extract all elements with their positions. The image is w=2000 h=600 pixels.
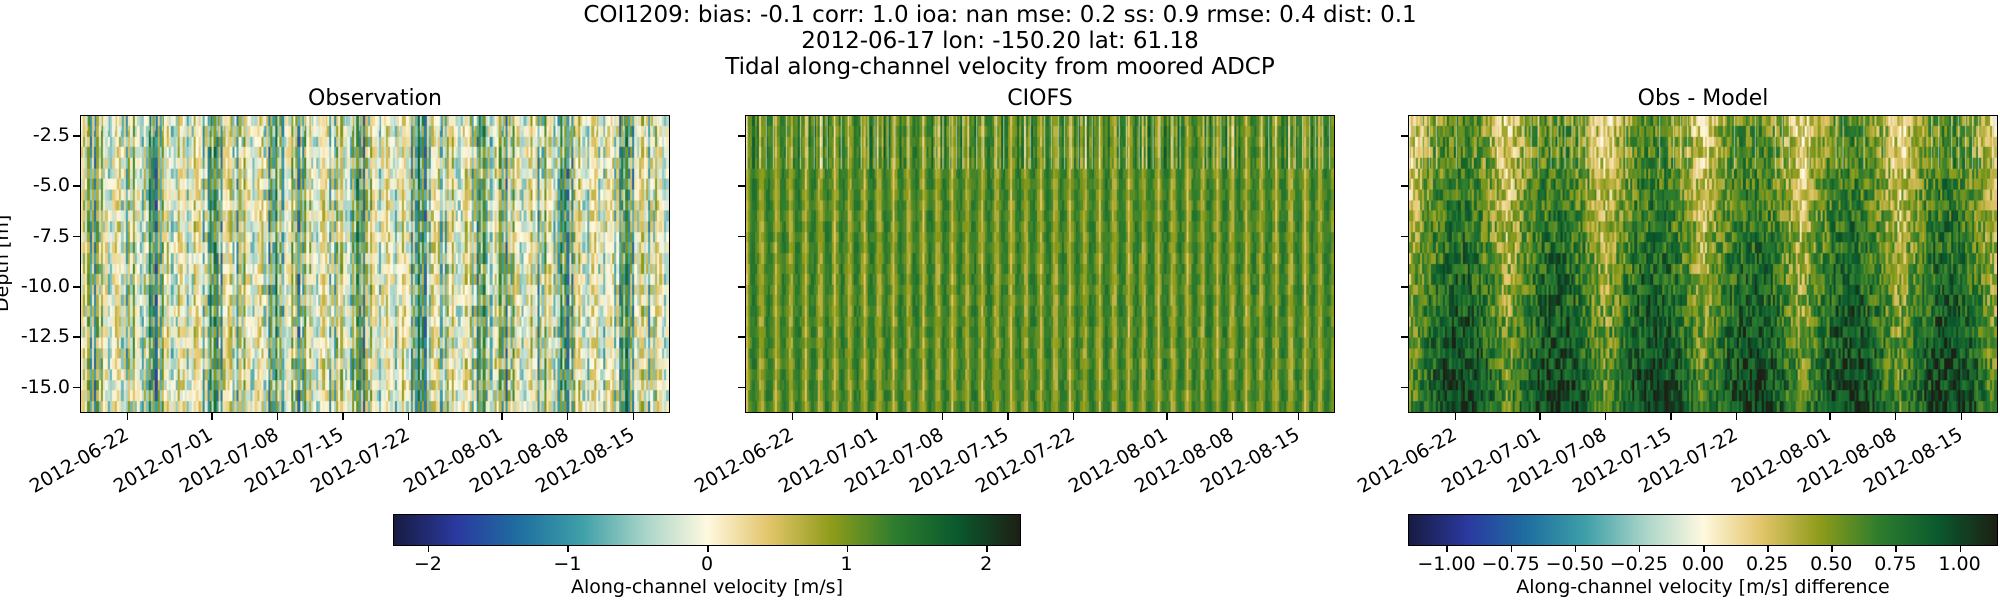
- observation-x-tick-mark: [211, 413, 213, 420]
- ciofs-x-tick-mark: [876, 413, 878, 420]
- observation-y-tick-label: -15.0: [20, 375, 70, 398]
- difference-x-tick-mark: [1894, 413, 1897, 420]
- ciofs-y-tick-mark: [738, 235, 745, 238]
- observation-y-tick-label: -2.5: [32, 124, 70, 147]
- observation-y-tick-label: -5.0: [32, 174, 70, 197]
- colorbar-1-tick-label: −1.00: [1417, 553, 1476, 575]
- colorbar-0-tick-label: 2: [980, 553, 993, 575]
- colorbar-1-tick-mark: [1703, 546, 1705, 552]
- observation-y-tick-mark: [73, 386, 80, 389]
- ciofs-y-tick-mark: [738, 135, 745, 137]
- observation-y-tick-label: -7.5: [32, 224, 70, 247]
- colorbar-1-tick-mark: [1574, 546, 1577, 552]
- figure-title-line-1: COI1209: bias: -0.1 corr: 1.0 ioa: nan m…: [583, 2, 1417, 28]
- ciofs-x-tick-mark: [1072, 413, 1075, 420]
- observation-heatmap-canvas: [81, 116, 669, 412]
- colorbar-1-tick-label: 0.00: [1681, 553, 1725, 575]
- colorbar-1-tick-label: 0.75: [1874, 553, 1917, 575]
- observation-y-tick-mark: [73, 286, 80, 288]
- difference-x-tick-mark: [1960, 413, 1963, 420]
- difference-y-tick-mark: [1401, 286, 1408, 288]
- difference-x-tick-mark: [1829, 413, 1831, 420]
- difference-x-tick-mark: [1454, 413, 1457, 420]
- ciofs-y-tick-mark: [738, 286, 745, 288]
- colorbar-1-tick-mark: [1895, 546, 1897, 552]
- observation-panel-title: Observation: [308, 86, 442, 111]
- colorbar-1-tick-label: 1.00: [1938, 553, 1981, 575]
- ciofs-x-tick-mark: [1231, 413, 1234, 420]
- ciofs-y-tick-mark: [738, 336, 745, 338]
- observation-x-tick-mark: [276, 413, 279, 420]
- figure-title-line-3: Tidal along-channel velocity from moored…: [725, 54, 1275, 80]
- observation-x-tick-mark: [566, 413, 569, 420]
- colorbar-0-tick-label: 0: [700, 553, 714, 575]
- colorbar-0-tick-mark: [427, 546, 430, 552]
- colorbar-1-tick-mark: [1767, 546, 1769, 552]
- ciofs-x-tick-mark: [1007, 413, 1009, 420]
- observation-x-tick-mark: [342, 413, 344, 420]
- ciofs-y-tick-mark: [738, 185, 745, 187]
- ciofs-x-tick-mark: [1297, 413, 1300, 420]
- difference-x-tick-mark: [1539, 413, 1541, 420]
- figure-title-line-2: 2012-06-17 lon: -150.20 lat: 61.18: [801, 28, 1199, 54]
- colorbar-1-tick-label: −0.50: [1545, 553, 1604, 575]
- colorbar-1-tick-label: −0.25: [1609, 553, 1668, 575]
- observation-x-tick-mark: [407, 413, 410, 420]
- observation-y-tick-mark: [73, 185, 80, 187]
- velocity-colorbar-label: Along-channel velocity [m/s]: [570, 576, 843, 598]
- difference-y-tick-mark: [1401, 135, 1408, 137]
- colorbar-1-tick-mark: [1638, 546, 1641, 552]
- colorbar-0-tick-mark: [567, 546, 569, 552]
- difference-y-tick-mark: [1401, 235, 1408, 238]
- observation-y-tick-mark: [73, 235, 80, 238]
- difference-heatmap-canvas: [1409, 116, 1997, 412]
- difference-x-tick-mark: [1604, 413, 1607, 420]
- ciofs-x-tick-mark: [1166, 413, 1168, 420]
- ciofs-y-tick-mark: [738, 386, 745, 389]
- colorbar-0-tick-mark: [707, 546, 709, 552]
- colorbar-1-tick-mark: [1510, 546, 1513, 552]
- observation-x-tick-mark: [126, 413, 129, 420]
- colorbar-0-tick-label: 1: [840, 553, 853, 575]
- ciofs-heatmap: [745, 115, 1335, 413]
- difference-y-tick-mark: [1401, 386, 1408, 389]
- difference-y-tick-mark: [1401, 336, 1408, 338]
- difference-x-tick-mark: [1670, 413, 1672, 420]
- observation-y-tick-mark: [73, 135, 80, 137]
- observation-y-tick-mark: [73, 336, 80, 338]
- difference-y-tick-mark: [1401, 185, 1408, 187]
- observation-heatmap: [80, 115, 670, 413]
- colorbar-1-tick-label: 0.25: [1745, 553, 1789, 575]
- difference-colorbar-label: Along-channel velocity [m/s] difference: [1516, 576, 1890, 598]
- observation-y-tick-label: -12.5: [20, 325, 70, 348]
- colorbar-1-tick-label: 0.50: [1810, 553, 1853, 575]
- velocity-colorbar-gradient: [393, 514, 1021, 546]
- observation-x-tick-mark: [632, 413, 635, 420]
- colorbar-0-tick-label: −2: [413, 553, 442, 575]
- difference-colorbar-gradient: [1408, 514, 1998, 546]
- difference-x-tick-mark: [1735, 413, 1738, 420]
- colorbar-1-tick-mark: [1831, 546, 1833, 552]
- ciofs-x-tick-mark: [941, 413, 944, 420]
- colorbar-1-tick-mark: [1446, 546, 1448, 552]
- ciofs-panel-title: CIOFS: [1007, 86, 1073, 111]
- ciofs-x-tick-mark: [791, 413, 794, 420]
- difference-heatmap: [1408, 115, 1998, 413]
- colorbar-0-tick-mark: [986, 546, 988, 552]
- difference-panel-title: Obs - Model: [1637, 86, 1769, 111]
- colorbar-1-tick-label: −0.75: [1481, 553, 1540, 575]
- colorbar-0-tick-label: −1: [553, 553, 582, 575]
- ciofs-heatmap-canvas: [746, 116, 1334, 412]
- observation-x-tick-mark: [501, 413, 503, 420]
- colorbar-0-tick-mark: [846, 546, 849, 552]
- observation-y-tick-label: -10.0: [20, 275, 70, 298]
- colorbar-1-tick-mark: [1959, 546, 1962, 552]
